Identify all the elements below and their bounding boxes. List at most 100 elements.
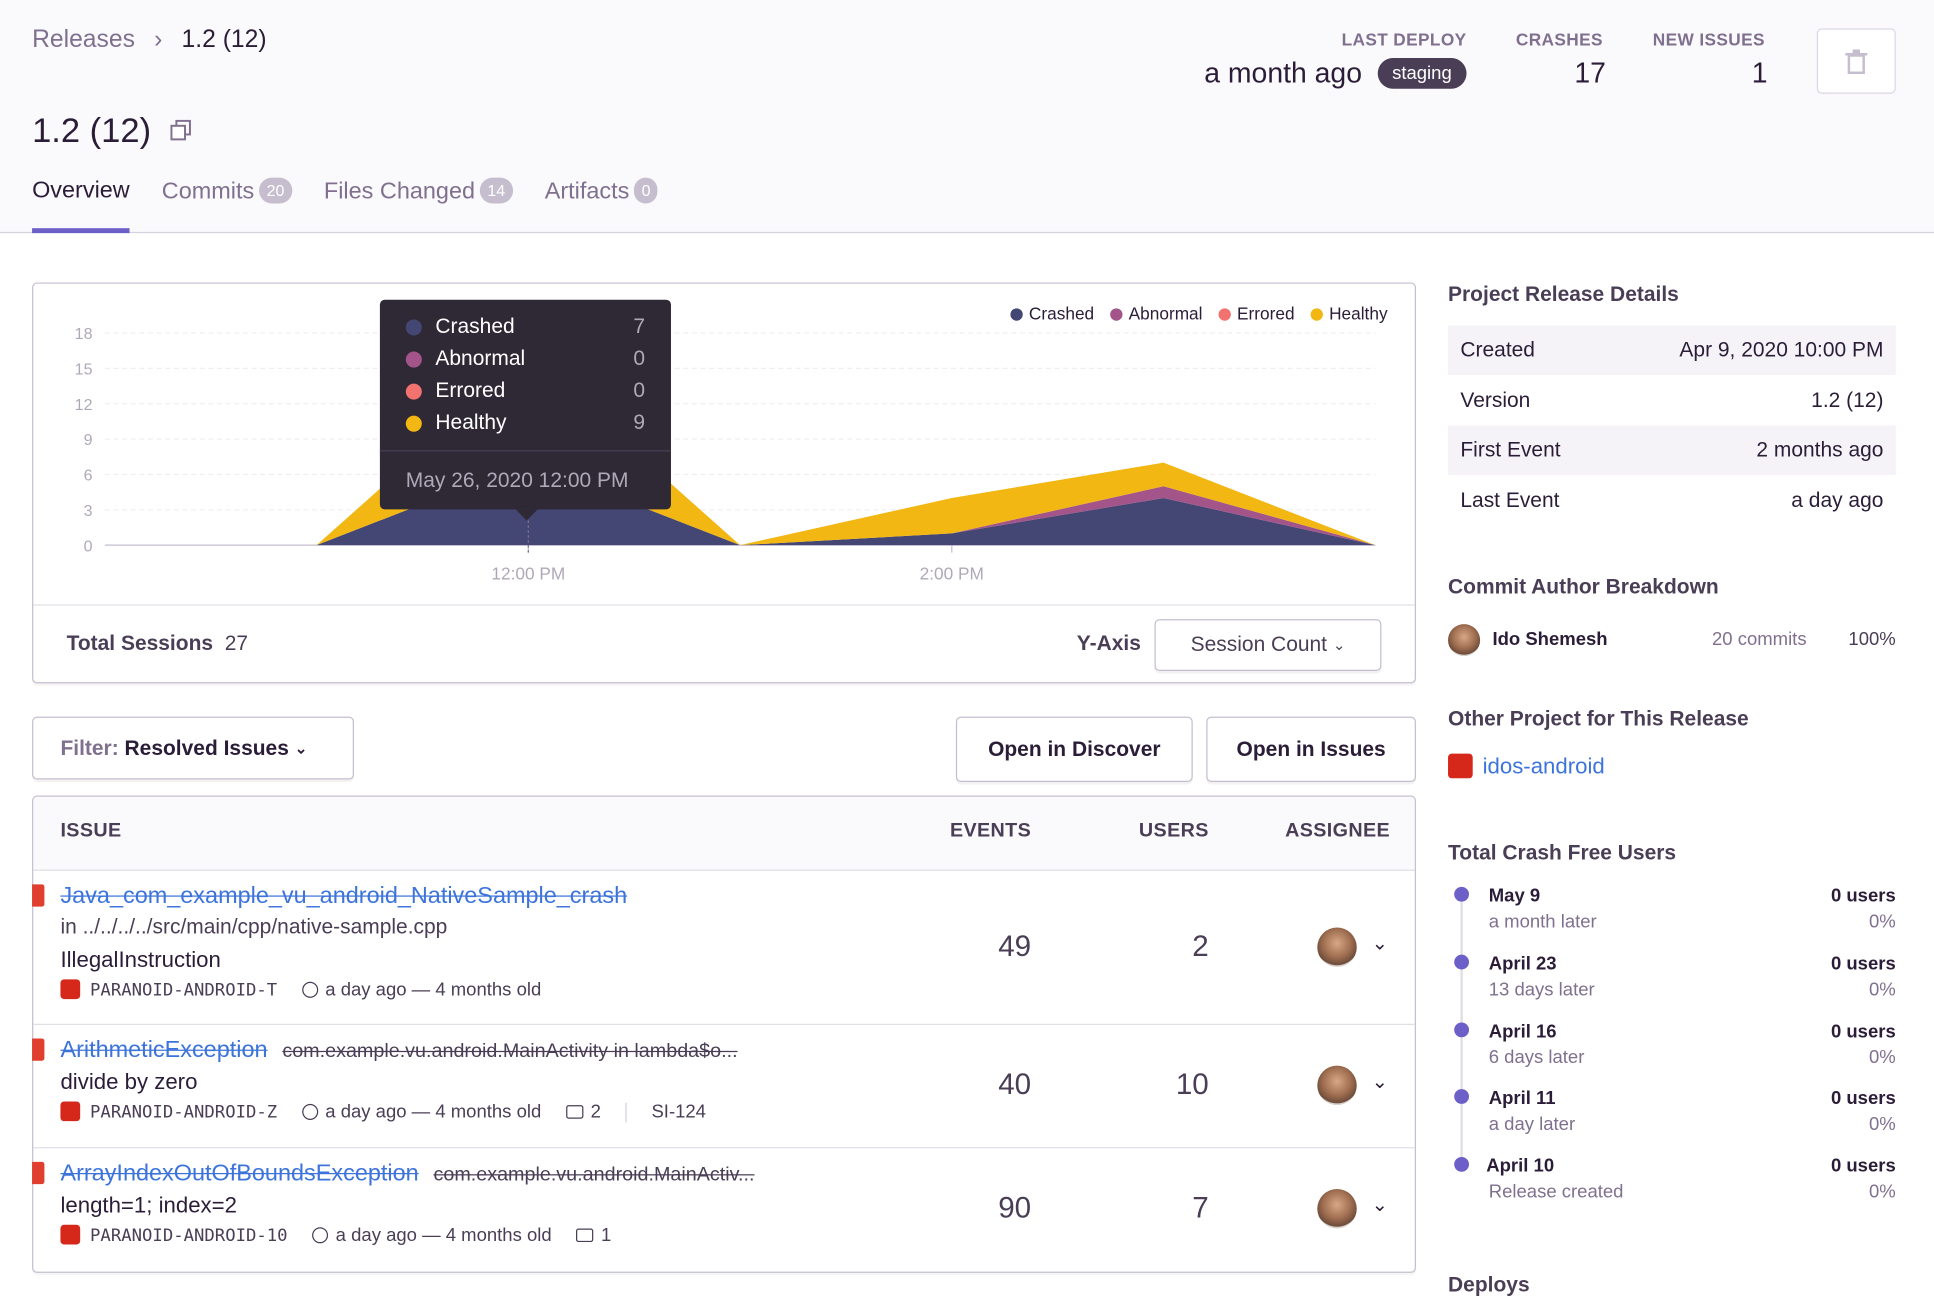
events-count: 90 (998, 1191, 1032, 1225)
crash-free-pct: 0% (1869, 1113, 1896, 1135)
delete-button[interactable] (1816, 28, 1896, 94)
tab[interactable]: Overview (32, 178, 130, 234)
comment-count: 1 (601, 1224, 612, 1246)
issue-meta: PARANOID-ANDROID-Z a day ago — 4 months o… (60, 1101, 706, 1122)
time-text: a day ago — 4 months old (325, 979, 542, 1001)
project-id: PARANOID-ANDROID-T (90, 980, 278, 1001)
issue-title[interactable]: Java_com_example_vu_android_NativeSample… (60, 883, 628, 910)
clock-icon (312, 1227, 329, 1244)
tooltip: Crashed 7 Abnormal 0 Errored 0 Healthy 9 May 26,… (379, 299, 671, 521)
issue-message: IllegalInstruction (60, 947, 221, 972)
issue-culprit: com.example.vu.android.MainActivity in l… (282, 1041, 738, 1062)
project-name: idos-android (1482, 753, 1605, 779)
separator: › (154, 25, 163, 54)
events-count: 40 (998, 1068, 1032, 1102)
assignee-chevron[interactable]: ⌄ (1371, 1071, 1389, 1093)
issue-project: PARANOID-ANDROID-10 (60, 1224, 288, 1246)
stat-label: CRASHES (1515, 29, 1603, 50)
issue-project: PARANOID-ANDROID-T (60, 979, 277, 1000)
filter-dropdown[interactable]: Filter: Resolved Issues ⌄ (32, 716, 354, 780)
x-tick-label: 12:00 PM (491, 564, 565, 584)
copy-icon[interactable] (170, 119, 193, 142)
y-tick-label: 0 (84, 537, 93, 555)
breadcrumb-link[interactable]: Releases (32, 25, 135, 54)
timeline-dot (1454, 886, 1470, 902)
filter-label: Filter: (60, 735, 119, 760)
users-count: 10 (1175, 1068, 1209, 1102)
comment-icon (565, 1105, 584, 1119)
detail-row: Version 1.2 (12) (1448, 376, 1896, 425)
tab-label: Artifacts (544, 178, 630, 205)
stat-value: a month ago staging (1204, 57, 1467, 90)
comment-count: 2 (590, 1101, 601, 1123)
crash-free-pct: 0% (1869, 1181, 1896, 1203)
divider (33, 604, 1415, 606)
breadcrumb: Releases › 1.2 (12) (32, 26, 267, 54)
crash-free-users: 0 users (1830, 1155, 1896, 1177)
timeline-dot (1454, 1022, 1470, 1038)
issue-message: length=1; index=2 (60, 1192, 237, 1218)
crash-free-pct: 0% (1869, 911, 1896, 933)
tab[interactable]: Files Changed 14 (324, 177, 513, 234)
y-axis-select[interactable]: Session Count ⌄ (1154, 619, 1382, 671)
timeline-dot (1454, 1089, 1470, 1104)
issue-row: ArithmeticException com.example.vu.androi… (32, 1023, 1415, 1149)
column-header: USERS (1138, 820, 1209, 842)
discover-button[interactable]: Open in Discover (955, 716, 1193, 782)
section-title: Other Project for This Release (1448, 706, 1749, 731)
legend-dot (1310, 308, 1323, 321)
crash-free-users: 0 users (1830, 885, 1896, 907)
level-flag (32, 1038, 45, 1061)
chart: 0 3 6 9 12 15 18 12:00 PM 2:00 PM Healthy Errored A… (75, 303, 1388, 584)
issue-comments: 2 (565, 1101, 601, 1123)
issue-time: a day ago — 4 months old (312, 1225, 552, 1246)
events-count: 49 (998, 929, 1032, 963)
users-count: 7 (1192, 1191, 1209, 1225)
chart-panel: 0 3 6 9 12 15 18 12:00 PM 2:00 PM Healthy Errored A… (32, 282, 1416, 684)
level-flag (32, 1161, 45, 1185)
issues-table: ISSUE EVENTS USERS ASSIGNEE (32, 795, 1416, 1273)
tooltip-dot (405, 351, 422, 368)
issue-comments: 1 (576, 1225, 611, 1246)
assignee-avatar (1317, 1065, 1357, 1106)
issue-row: Java_com_example_vu_android_NativeSample… (32, 869, 1415, 1025)
issue-culprit: com.example.vu.android.MainActiv... (433, 1164, 755, 1186)
tab[interactable]: Commits 20 (162, 177, 292, 234)
tab[interactable]: Artifacts 0 (544, 177, 658, 234)
assignee-chevron[interactable]: ⌄ (1371, 933, 1389, 955)
section-title: Project Release Details (1448, 282, 1679, 306)
issue-project: PARANOID-ANDROID-Z (60, 1101, 277, 1122)
detail-row: Created Apr 9, 2020 10:00 PM (1448, 325, 1896, 375)
y-tick-label: 3 (84, 502, 93, 520)
tab-count: 14 (479, 177, 513, 204)
issue-title[interactable]: ArrayIndexOutOfBoundsException (60, 1160, 419, 1187)
trash-icon (1845, 48, 1868, 74)
detail-value: a day ago (1791, 488, 1884, 512)
issues-button[interactable]: Open in Issues (1206, 716, 1416, 782)
column-header: EVENTS (949, 820, 1032, 842)
assignee-chevron[interactable]: ⌄ (1371, 1195, 1389, 1217)
detail-value: 2 months ago (1756, 437, 1884, 462)
timeline-dot (1454, 954, 1470, 970)
clock-icon (301, 981, 318, 998)
y-tick-label: 9 (84, 431, 93, 449)
issue-heading: ArrayIndexOutOfBoundsException com.exampl… (60, 1161, 754, 1188)
issue-row: ArrayIndexOutOfBoundsException com.exampl… (32, 1147, 1415, 1272)
stat-label: NEW ISSUES (1652, 29, 1765, 50)
divider (625, 1102, 627, 1122)
legend-dot (1218, 308, 1231, 321)
project-link[interactable]: idos-android (1448, 753, 1605, 780)
tab-count: 20 (259, 177, 292, 204)
detail-key: Version (1460, 388, 1531, 412)
tabs: Overview Commits 20 Files Changed 14 Artif… (32, 177, 658, 234)
issue-message: divide by zero (60, 1069, 198, 1095)
column-header: ISSUE (60, 820, 122, 842)
release-title: 1.2 (12) (32, 111, 193, 150)
title-text: 1.2 (12) (32, 111, 152, 150)
y-tick-label: 15 (75, 361, 93, 379)
issue-title[interactable]: ArithmeticException (60, 1037, 268, 1064)
tooltip-dot (405, 415, 422, 432)
y-tick-label: 18 (75, 325, 93, 343)
